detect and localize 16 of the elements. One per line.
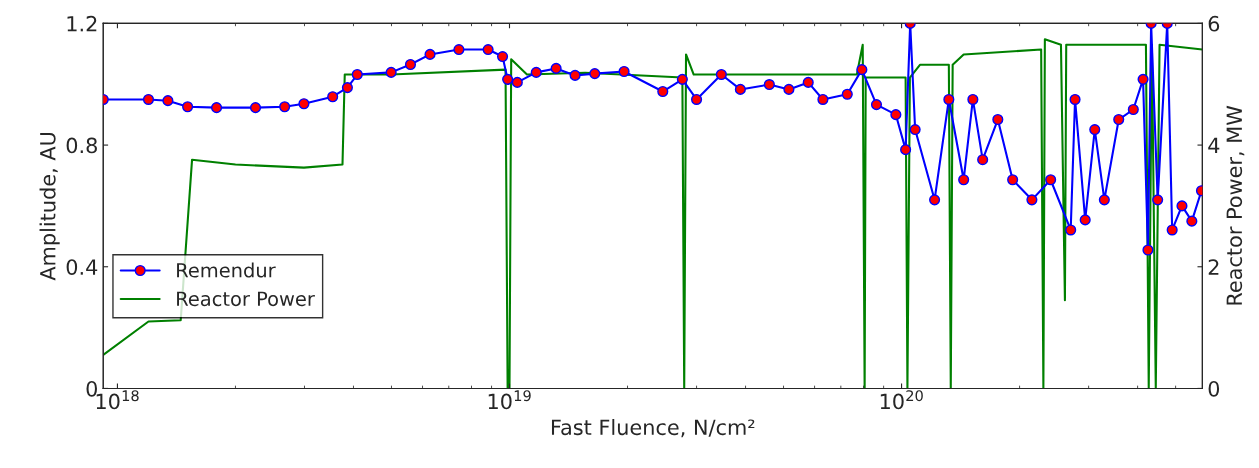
y2-axis-title: Reactor Power, MW (1226, 105, 1245, 305)
y2-tick-label: 2 (1208, 259, 1219, 275)
x-tick-label: 10$^{20}$ (880, 390, 923, 410)
x-tick-label: 10$^{19}$ (488, 390, 531, 410)
y-tick-label: 0.8 (66, 137, 97, 154)
y2-tick-label: 6 (1208, 15, 1220, 32)
y-tick-label: 1.2 (67, 15, 97, 32)
y2-tick-label: 0 (1208, 380, 1220, 397)
y-tick-label: 0 (86, 380, 97, 397)
x-axis-title: Fast Fluence, N/cm² (551, 419, 755, 438)
x-tick-label: 10$^{18}$ (96, 390, 139, 410)
legend-label: Reactor Power (177, 291, 315, 307)
y-axis-title: Amplitude, AU (39, 132, 60, 281)
legend-label: Remendur (177, 262, 276, 278)
y-tick-label: 0.4 (66, 259, 98, 275)
y2-tick-label: 4 (1208, 137, 1220, 153)
